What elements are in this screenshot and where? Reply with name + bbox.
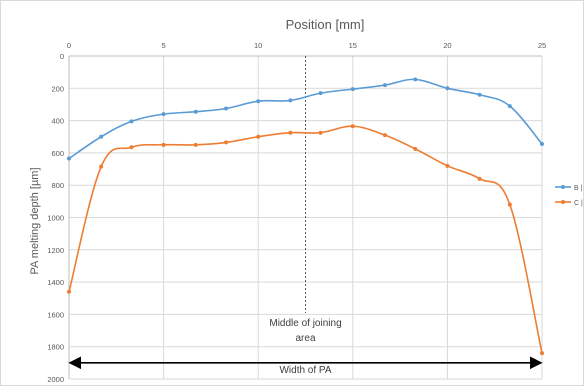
- data-point: [477, 176, 482, 181]
- data-point: [507, 104, 512, 109]
- data-point: [413, 77, 418, 82]
- data-point: [350, 87, 355, 92]
- data-point: [224, 106, 229, 111]
- data-point: [67, 289, 71, 294]
- data-point: [350, 124, 355, 129]
- y-axis-title: PA melting depth [µm]: [29, 167, 41, 274]
- y-tick-label: 800: [51, 181, 64, 190]
- y-tick-label: 600: [51, 149, 64, 158]
- data-point: [256, 134, 261, 139]
- legend-marker-1: [561, 200, 565, 204]
- series-line-0: [68, 78, 543, 160]
- data-point: [445, 86, 450, 91]
- data-point: [288, 98, 293, 103]
- data-point: [413, 146, 418, 151]
- data-point: [129, 119, 134, 124]
- x-tick-label: 15: [349, 41, 357, 50]
- y-tick-label: 1200: [47, 246, 64, 255]
- legend-label-0: B |: [574, 185, 583, 192]
- x-axis-title: Position [mm]: [286, 17, 365, 32]
- data-point: [318, 130, 323, 135]
- data-point: [224, 140, 229, 145]
- x-tick-label: 10: [254, 41, 262, 50]
- y-tick-label: 1600: [47, 310, 64, 319]
- width-label: Width of PA: [279, 365, 331, 376]
- legend: B | C |: [555, 185, 583, 207]
- data-point: [67, 156, 71, 161]
- data-point: [161, 142, 166, 147]
- x-tick-label: 0: [67, 41, 71, 50]
- x-tick-label: 5: [162, 41, 166, 50]
- series: [67, 77, 544, 356]
- legend-marker-0: [561, 185, 565, 189]
- data-point: [540, 351, 544, 356]
- data-point: [477, 92, 482, 97]
- data-point: [540, 142, 544, 147]
- y-tick-label: 1000: [47, 214, 64, 223]
- x-tick-label: 25: [538, 41, 546, 50]
- middle-label-line1: Middle of joining: [269, 318, 341, 329]
- data-point: [193, 142, 198, 147]
- data-point: [193, 109, 198, 114]
- data-point: [99, 164, 104, 169]
- y-tick-label: 400: [51, 117, 64, 126]
- y-tick-label: 2000: [47, 375, 64, 384]
- middle-label-line2: area: [295, 333, 315, 344]
- data-point: [318, 91, 323, 96]
- series-line-1: [68, 125, 543, 354]
- x-tick-label: 20: [443, 41, 451, 50]
- data-point: [288, 130, 293, 135]
- y-tick-label: 1400: [47, 278, 64, 287]
- y-tick-label: 1800: [47, 343, 64, 352]
- data-point: [99, 134, 104, 139]
- data-point: [129, 145, 134, 150]
- data-point: [382, 83, 387, 88]
- y-tick-label: 200: [51, 84, 64, 93]
- legend-label-1: C |: [574, 200, 583, 207]
- annotations: Middle of joining area Width of PA: [68, 56, 543, 376]
- y-tick-label: 0: [60, 52, 64, 61]
- data-point: [382, 133, 387, 138]
- data-point: [161, 112, 166, 117]
- data-point: [507, 202, 512, 207]
- data-point: [445, 163, 450, 168]
- data-point: [256, 99, 261, 104]
